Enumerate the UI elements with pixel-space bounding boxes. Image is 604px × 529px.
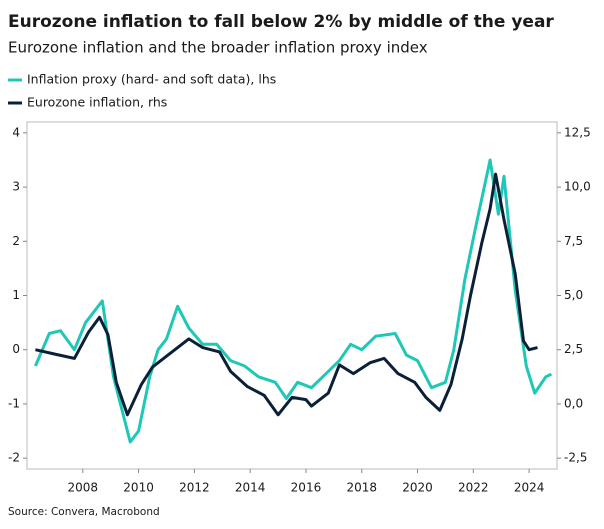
x-tick-label: 2012 (179, 481, 210, 495)
x-tick-label: 2024 (514, 481, 545, 495)
y2-tick-label: 2,5 (564, 342, 583, 356)
y-tick-label: 3 (12, 180, 20, 194)
x-tick-label: 2010 (123, 481, 154, 495)
y-tick-label: 4 (12, 125, 20, 139)
y2-tick-label: 7,5 (564, 234, 583, 248)
x-tick-label: 2014 (235, 481, 266, 495)
y-tick-label: -1 (8, 396, 20, 410)
plot-frame (26, 121, 558, 470)
chart-subtitle: Eurozone inflation and the broader infla… (8, 39, 428, 57)
legend-label: Eurozone inflation, rhs (27, 95, 167, 110)
source: Source: Convera, Macrobond (8, 506, 160, 518)
y-tick-label: -2 (8, 451, 20, 465)
x-tick-label: 2016 (291, 481, 322, 495)
y2-tick-label: -2,5 (564, 451, 587, 465)
x-tick-label: 2008 (68, 481, 99, 495)
series-line (34, 158, 553, 444)
y-tick-label: 2 (12, 234, 20, 248)
y-tick-label: 0 (12, 342, 20, 356)
x-tick-label: 2018 (346, 481, 377, 495)
y-tick-label: 1 (12, 288, 20, 302)
legend-label: Inflation proxy (hard- and soft data), l… (27, 72, 276, 87)
x-tick-label: 2020 (402, 481, 433, 495)
series-line (35, 172, 538, 417)
y2-tick-label: 5,0 (564, 288, 583, 302)
y2-tick-label: 12,5 (564, 125, 591, 139)
y2-tick-label: 10,0 (564, 180, 591, 194)
y2-tick-label: 0,0 (564, 396, 583, 410)
chart-title: Eurozone inflation to fall below 2% by m… (8, 12, 554, 32)
x-tick-label: 2022 (458, 481, 489, 495)
